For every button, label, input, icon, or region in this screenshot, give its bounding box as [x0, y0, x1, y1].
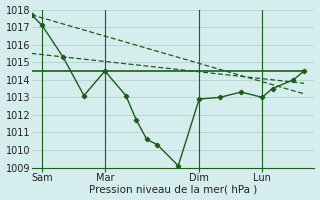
X-axis label: Pression niveau de la mer( hPa ): Pression niveau de la mer( hPa ) — [89, 184, 257, 194]
